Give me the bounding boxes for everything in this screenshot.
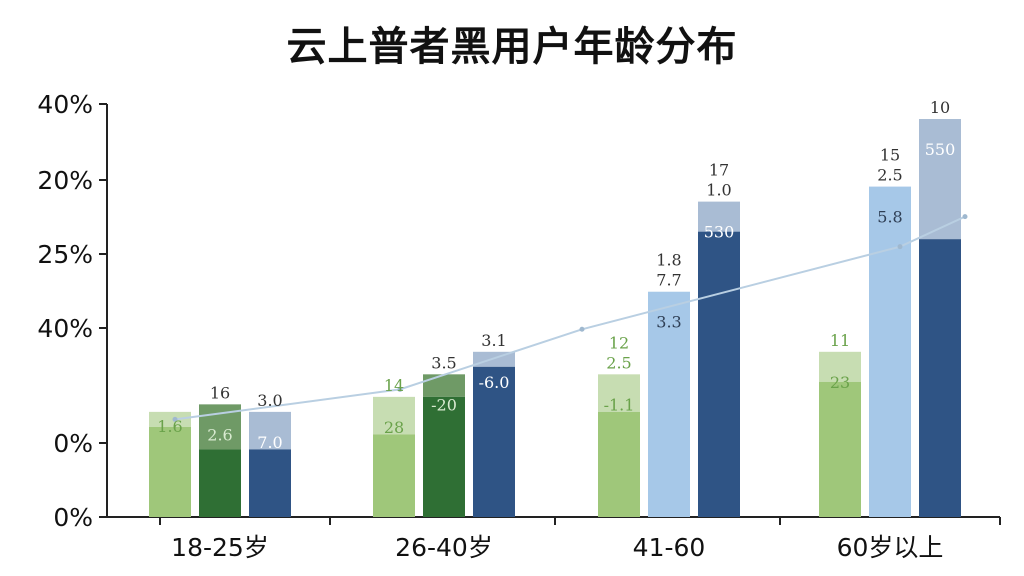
bar [819, 381, 861, 517]
axes: 0% 0% 40% 25% 20% 40% 18-25岁 26-40岁 41-60 60岁以上 [37, 90, 1001, 562]
x-tick-label: 18-25岁 [171, 533, 269, 562]
bar [869, 186, 911, 517]
data-label: 23 [830, 373, 850, 392]
data-label: -6.0 [479, 373, 510, 392]
bar-top-segment [249, 411, 291, 450]
data-label: -1.1 [604, 395, 635, 414]
bar [199, 449, 241, 517]
data-label: 11 [830, 331, 850, 350]
trend-point [897, 244, 903, 250]
bar-top-segment [919, 119, 961, 240]
bar [149, 426, 191, 517]
bar [919, 239, 961, 517]
chart-title: 云上普者黑用户年龄分布 [286, 24, 738, 70]
y-tick-label: 40% [37, 314, 93, 343]
data-label: 1.8 [656, 251, 681, 270]
data-label: 28 [384, 418, 404, 437]
data-label: 7.0 [257, 433, 282, 452]
x-tick-label: 60岁以上 [837, 533, 944, 562]
bar [249, 449, 291, 517]
data-label: 5.8 [877, 208, 902, 227]
data-label: 2.5 [606, 353, 631, 372]
y-tick-label: 20% [37, 166, 93, 195]
trend-point [172, 416, 178, 422]
y-tick-label: 40% [37, 90, 93, 119]
y-tick-label: 25% [37, 240, 93, 269]
trend-line-layer [172, 214, 968, 422]
data-label: 550 [925, 140, 956, 159]
y-tick-label: 0% [53, 503, 93, 532]
bar [423, 396, 465, 517]
bar-top-segment [819, 351, 861, 382]
data-label: 1.6 [157, 417, 182, 436]
data-label: 3.5 [431, 353, 456, 372]
bar-top-segment [149, 411, 191, 427]
bar [648, 291, 690, 517]
data-label: 1.0 [706, 181, 731, 200]
x-tick-label: 41-60 [633, 533, 706, 562]
bar-series [149, 119, 961, 517]
data-label: 530 [704, 223, 735, 242]
bar [698, 231, 740, 517]
y-tick-label: 0% [53, 429, 93, 458]
trend-point [397, 386, 403, 392]
data-label: 3.3 [656, 313, 681, 332]
bar [598, 411, 640, 517]
data-label: 2.5 [877, 166, 902, 185]
trend-point [962, 214, 968, 220]
data-label: 14 [384, 376, 404, 395]
bar-top-segment [373, 396, 415, 435]
data-label: 16 [210, 383, 230, 402]
data-label: 3.1 [481, 331, 506, 350]
data-label: 15 [880, 146, 900, 165]
data-label: 17 [709, 161, 729, 180]
data-label: 7.7 [656, 271, 681, 290]
data-label: 3.0 [257, 391, 282, 410]
data-label: -20 [431, 395, 457, 414]
bar-top-segment [598, 374, 640, 412]
bar-top-segment [423, 374, 465, 397]
bar-top-segment [698, 201, 740, 232]
data-label: 2.6 [207, 425, 232, 444]
data-label: 10 [930, 98, 950, 117]
trend-point [579, 326, 585, 332]
bar [473, 366, 515, 517]
data-label: 12 [609, 333, 629, 352]
data-labels: 1.6162.63.07.014283.5-203.1-6.0122.5-1.1… [157, 98, 955, 452]
x-tick-label: 26-40岁 [395, 533, 493, 562]
bar [373, 434, 415, 517]
